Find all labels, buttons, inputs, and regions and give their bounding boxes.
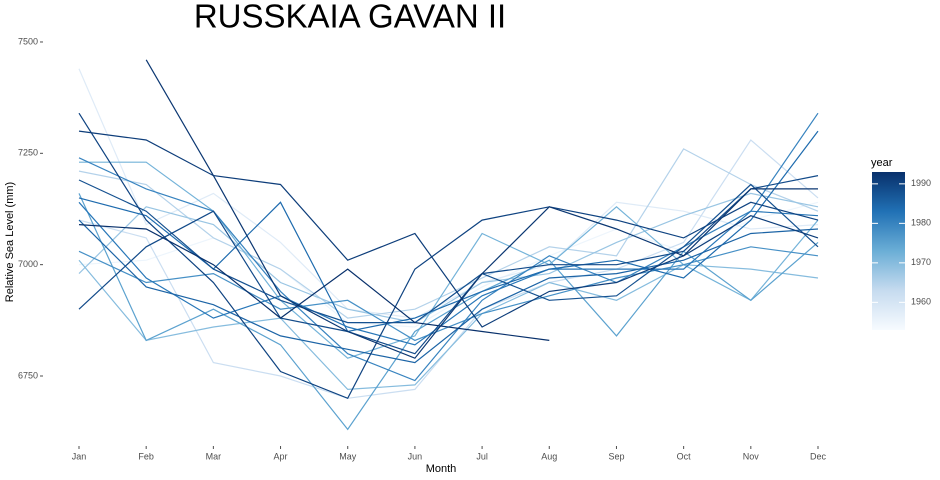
x-axis-title: Month xyxy=(426,463,457,475)
series-line xyxy=(145,59,818,359)
series-line xyxy=(78,175,819,355)
x-tick-label: Oct xyxy=(677,451,692,461)
series-line xyxy=(78,179,819,324)
colorbar-label: 1990 xyxy=(911,178,931,188)
x-tick-label: Aug xyxy=(541,451,557,461)
y-tick-label: 7250 xyxy=(18,148,38,158)
x-tick-label: Jul xyxy=(476,451,488,461)
x-tick-label: Sep xyxy=(608,451,624,461)
y-tick-label: 7500 xyxy=(18,36,38,46)
colorbar-label: 1980 xyxy=(911,218,931,228)
x-tick-label: May xyxy=(339,451,357,461)
x-tick-label: Nov xyxy=(743,451,760,461)
series-line xyxy=(78,112,819,382)
colorbar-label: 1960 xyxy=(911,297,931,307)
y-tick-label: 7000 xyxy=(18,259,38,269)
x-tick-label: Apr xyxy=(274,451,288,461)
series-line xyxy=(78,224,550,341)
series-line xyxy=(79,161,819,359)
series-line xyxy=(78,219,819,364)
colorbar xyxy=(872,172,905,330)
y-axis-title: Relative Sea Level (mm) xyxy=(4,182,16,302)
series-line xyxy=(78,112,819,400)
legend-title: year xyxy=(871,157,893,169)
x-tick-label: Mar xyxy=(206,451,222,461)
series-line xyxy=(78,68,819,319)
series-line xyxy=(78,130,819,328)
x-tick-label: Jun xyxy=(408,451,423,461)
chart-title: RUSSKAIA GAVAN II xyxy=(194,0,506,35)
series-line xyxy=(78,201,819,328)
series-line xyxy=(78,192,819,324)
y-tick-label: 6750 xyxy=(18,370,38,380)
colorbar-label: 1970 xyxy=(911,257,931,267)
x-tick-label: Jan xyxy=(72,451,87,461)
x-tick-label: Dec xyxy=(810,451,827,461)
x-tick-label: Feb xyxy=(138,451,154,461)
series-line xyxy=(78,259,819,391)
series-line xyxy=(78,148,819,319)
series-line xyxy=(78,201,819,346)
